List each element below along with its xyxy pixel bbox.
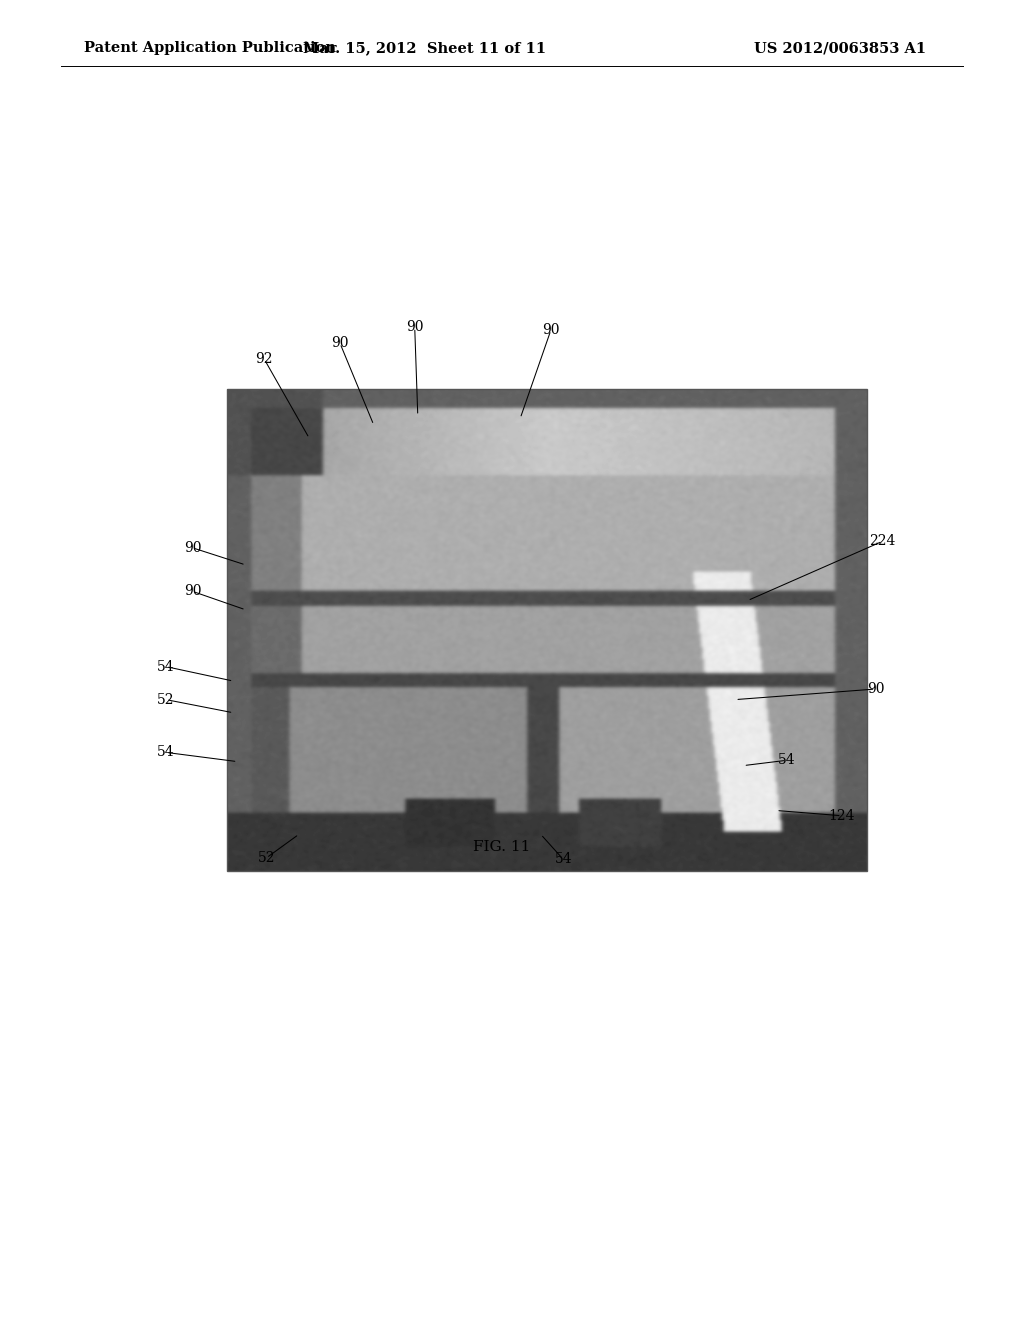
Text: 90: 90 bbox=[542, 323, 560, 337]
Text: 54: 54 bbox=[157, 660, 175, 673]
Text: 90: 90 bbox=[183, 541, 202, 554]
Text: US 2012/0063853 A1: US 2012/0063853 A1 bbox=[754, 41, 926, 55]
Bar bbox=[227, 389, 867, 871]
Text: Mar. 15, 2012  Sheet 11 of 11: Mar. 15, 2012 Sheet 11 of 11 bbox=[303, 41, 547, 55]
Text: 90: 90 bbox=[331, 337, 349, 350]
Text: 52: 52 bbox=[157, 693, 175, 706]
Text: 124: 124 bbox=[828, 809, 855, 822]
Text: FIG. 11: FIG. 11 bbox=[473, 841, 530, 854]
Text: 90: 90 bbox=[866, 682, 885, 696]
Text: 92: 92 bbox=[255, 352, 273, 366]
Text: 90: 90 bbox=[406, 321, 424, 334]
Text: 90: 90 bbox=[183, 585, 202, 598]
Text: 54: 54 bbox=[157, 746, 175, 759]
Text: 52: 52 bbox=[257, 851, 275, 865]
Text: Patent Application Publication: Patent Application Publication bbox=[84, 41, 336, 55]
Text: 54: 54 bbox=[777, 754, 796, 767]
Text: 54: 54 bbox=[554, 853, 572, 866]
Text: 224: 224 bbox=[869, 535, 896, 548]
